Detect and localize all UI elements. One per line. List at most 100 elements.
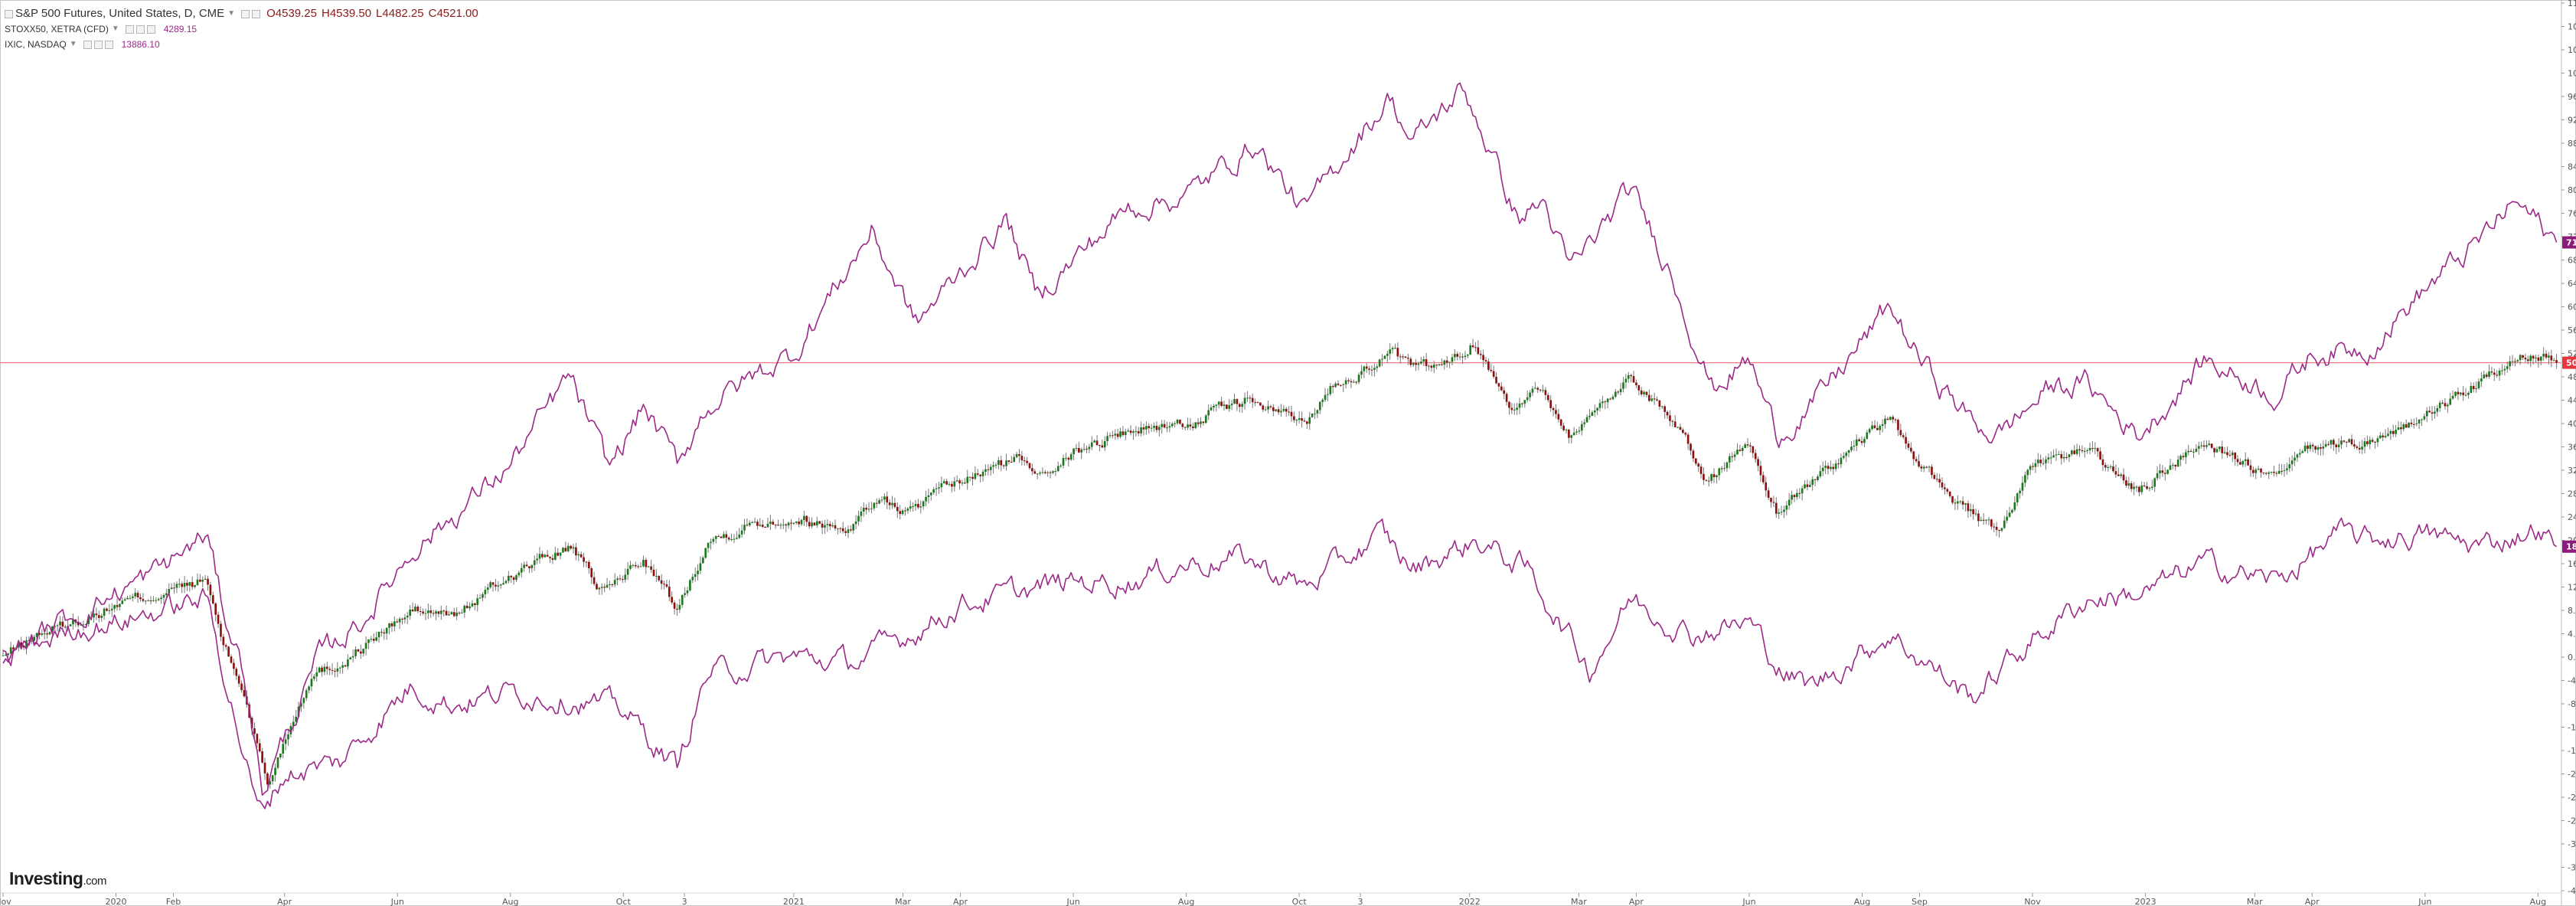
visibility-icon[interactable] — [125, 25, 134, 34]
candle-body — [2488, 371, 2490, 378]
candle-body — [989, 466, 992, 470]
close-icon[interactable] — [146, 25, 155, 34]
candle-body — [131, 596, 134, 598]
candle-body — [1073, 448, 1075, 455]
candle-body — [2408, 422, 2410, 428]
candle-body — [958, 480, 961, 484]
candle-body — [2378, 435, 2382, 439]
ohlc-low: L4482.25 — [376, 7, 424, 20]
chevron-down-icon[interactable]: ▼ — [111, 25, 119, 33]
candle-body — [1728, 456, 1731, 463]
candle-body — [1075, 447, 1078, 449]
candle-body — [1469, 345, 1472, 355]
candle-body — [1280, 410, 1282, 413]
candle-body — [1256, 402, 1259, 404]
candle-body — [1944, 487, 1946, 489]
candle-body — [2189, 450, 2192, 453]
candle-body — [2148, 488, 2151, 489]
candle-body — [1135, 431, 1138, 433]
candle-body — [269, 781, 272, 785]
candle-body — [271, 775, 274, 782]
candle-body — [2247, 459, 2249, 466]
candle-body — [642, 559, 645, 567]
candle-body — [1373, 368, 1376, 370]
candle-body — [1454, 354, 1456, 358]
candle-body — [1381, 358, 1383, 360]
candle-body — [1360, 371, 1363, 375]
candle-body — [1150, 427, 1153, 429]
settings-icon[interactable] — [93, 40, 103, 49]
legend-main-row[interactable]: S&P 500 Futures, United States, D, CME ▼… — [5, 6, 483, 21]
candle-body — [1129, 430, 1132, 433]
candle-body — [30, 640, 33, 642]
y-tick-label: -40.00% — [2568, 886, 2576, 896]
legend-compare-row-stoxx[interactable]: STOXX50, XETRA (CFD) ▼ 4289.15 — [5, 21, 483, 37]
legend-compare-row-ixic[interactable]: IXIC, NASDAQ ▼ 13886.10 — [5, 37, 483, 52]
candle-body — [1868, 429, 1871, 433]
candle-body — [1951, 496, 1954, 503]
candle-body — [2221, 446, 2224, 453]
candle-body — [2032, 466, 2034, 467]
candle-body — [1095, 440, 1099, 446]
candle-body — [1866, 432, 1869, 440]
candle-body — [1033, 471, 1037, 474]
candle-body — [1967, 503, 1970, 512]
candle-body — [134, 593, 137, 597]
candle-body — [222, 636, 225, 646]
candle-body — [1417, 363, 1420, 365]
candle-body — [919, 506, 922, 508]
candle-body — [616, 578, 619, 581]
candle-body — [1430, 365, 1433, 368]
candle-body — [359, 651, 362, 654]
candle-body — [1552, 407, 1555, 410]
candle-body — [997, 460, 1000, 465]
chevron-down-icon[interactable]: ▼ — [69, 40, 77, 48]
candle-body — [2036, 460, 2039, 463]
candle-body — [2286, 468, 2288, 470]
candle-body — [1508, 401, 1510, 408]
candle-body — [912, 505, 914, 507]
settings-icon[interactable] — [241, 9, 250, 18]
settings-icon[interactable] — [135, 25, 145, 34]
chevron-down-icon[interactable]: ▼ — [227, 9, 236, 18]
candle-body — [981, 472, 984, 476]
candle-body — [1272, 407, 1275, 411]
candle-body — [826, 524, 829, 525]
candle-body — [266, 773, 269, 785]
candle-body — [1791, 495, 1793, 500]
candle-body — [2537, 357, 2540, 361]
candle-body — [2327, 443, 2330, 445]
candle-body — [2451, 395, 2454, 399]
candle-body — [2397, 427, 2400, 430]
candle-body — [2519, 355, 2522, 361]
close-icon[interactable] — [104, 40, 113, 49]
candle-body — [393, 621, 396, 626]
visibility-icon[interactable] — [83, 40, 92, 49]
candle-body — [875, 502, 878, 504]
candle-body — [1905, 437, 1907, 444]
candle-body — [673, 602, 676, 609]
candle-body — [502, 583, 504, 585]
candle-body — [344, 665, 347, 667]
candle-body — [2091, 448, 2094, 450]
candle-body — [390, 623, 393, 626]
candle-body — [243, 690, 246, 697]
candle-body — [48, 632, 51, 635]
investing-logo[interactable]: Investing.com — [9, 868, 106, 889]
candle-body — [2436, 407, 2439, 412]
candle-body — [2366, 441, 2369, 444]
y-tick-label: 36.00% — [2568, 443, 2576, 453]
candle-body — [1648, 394, 1650, 401]
candle-body — [1915, 459, 1918, 462]
candle-body — [676, 608, 678, 610]
candle-body — [1368, 368, 1370, 370]
compare-series-value: 4289.15 — [163, 24, 198, 34]
candle-body — [162, 594, 165, 598]
candle-body — [1673, 421, 1677, 427]
close-icon[interactable] — [252, 9, 261, 18]
candle-body — [945, 481, 948, 485]
series-toggle-icon[interactable] — [5, 9, 13, 18]
x-tick-label: 2022 — [1459, 897, 1481, 906]
candle-body — [385, 627, 388, 634]
